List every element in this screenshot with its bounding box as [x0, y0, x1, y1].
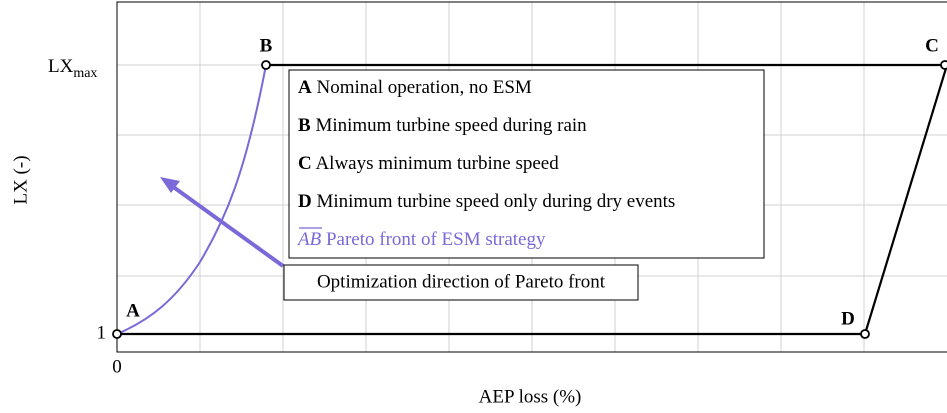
boundary-lines — [117, 63, 947, 336]
legend-key: A — [298, 77, 312, 98]
pareto-curve — [116, 64, 267, 335]
legend-box — [288, 69, 765, 259]
y-tick-label: 1 — [97, 322, 107, 343]
legend-key: D — [298, 191, 312, 212]
legend-text: Minimum turbine speed only during dry ev… — [316, 191, 675, 212]
legend-entry: B Minimum turbine speed during rain — [298, 115, 587, 136]
point — [261, 60, 271, 70]
point-label: B — [260, 35, 273, 56]
legend-text: Always minimum turbine speed — [315, 153, 559, 174]
point — [940, 60, 947, 70]
legend-key: AB — [296, 229, 322, 250]
x-axis-label: AEP loss (%) — [479, 386, 582, 407]
legend-key: B — [298, 115, 311, 136]
point-label: D — [841, 308, 855, 329]
tick-text: LX — [48, 56, 74, 77]
legend: A Nominal operation, no ESM B Minimum tu… — [288, 69, 765, 259]
legend-entry: C Always minimum turbine speed — [298, 153, 559, 174]
legend-text: Nominal operation, no ESM — [316, 77, 531, 98]
legend-text: Minimum turbine speed during rain — [315, 115, 587, 136]
point-label: A — [126, 300, 140, 321]
point — [860, 329, 870, 339]
point-label: C — [925, 35, 939, 56]
plot-frame — [116, 1, 947, 353]
annotation: Optimization direction of Pareto front — [317, 271, 606, 292]
legend-entry: AB Pareto front of ESM strategy — [296, 229, 546, 250]
x-tick-label: 0 — [112, 356, 122, 377]
point — [112, 329, 122, 339]
tick-subscript: max — [73, 66, 97, 81]
annotation-box — [283, 264, 639, 301]
legend-key: C — [298, 153, 312, 174]
direction-arrow — [170, 184, 285, 268]
legend-text: Pareto front of ESM strategy — [326, 229, 546, 250]
y-tick-label: LXmax — [48, 56, 97, 81]
arrow-head — [160, 177, 180, 193]
legend-entry: A Nominal operation, no ESM — [298, 77, 532, 98]
legend-entry: D Minimum turbine speed only during dry … — [298, 191, 675, 212]
y-axis-label: LX (-) — [10, 155, 31, 204]
